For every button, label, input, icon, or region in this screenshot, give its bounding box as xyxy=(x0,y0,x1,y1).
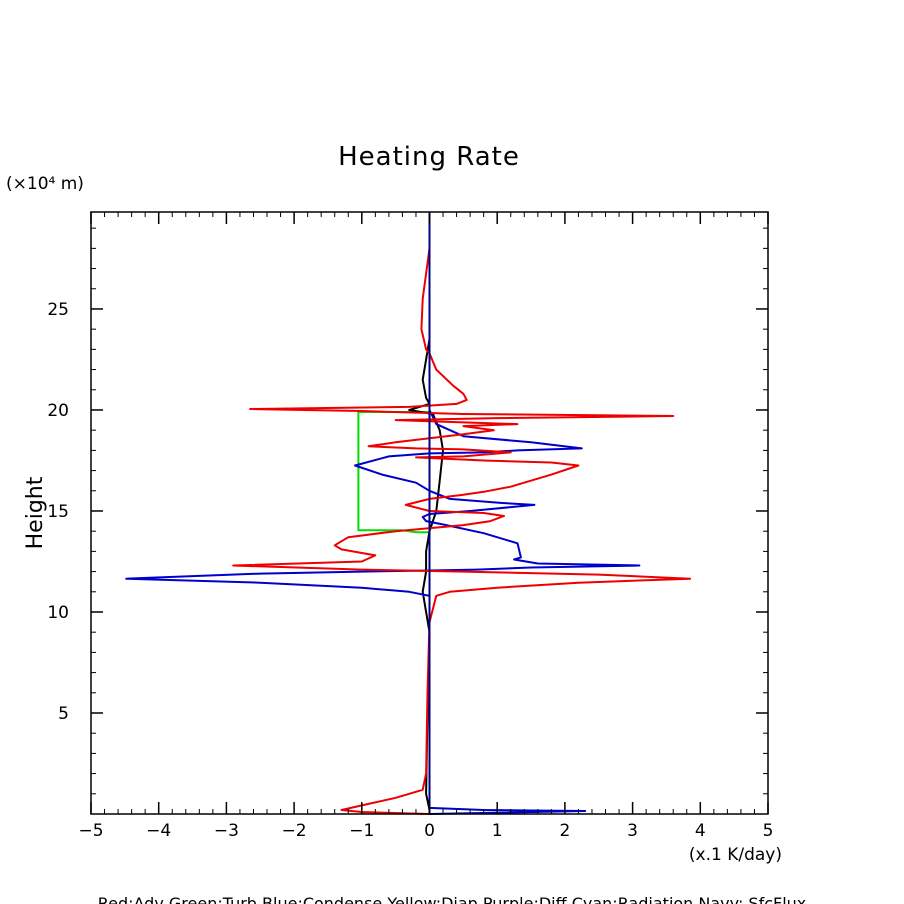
x-tick-label: −4 xyxy=(146,821,171,841)
y-tick-label: 25 xyxy=(47,300,69,320)
x-tick-label: 4 xyxy=(695,821,706,841)
series-line-2 xyxy=(125,212,641,815)
y-unit-label: (×10⁴ m) xyxy=(6,174,84,194)
ticks-layer: −5 −4 −3 −2 −1 0 1 2 3 4 5 5 10 15 20 25 xyxy=(47,212,773,841)
series-layer xyxy=(125,212,692,815)
x-unit-label: (x.1 K/day) xyxy=(689,845,782,865)
plot-frame xyxy=(90,211,769,815)
legend-text: Red:Adv Green:Turb Blue:Condense Yellow:… xyxy=(98,894,807,904)
x-tick-label: 5 xyxy=(763,821,774,841)
x-tick-label: 2 xyxy=(559,821,570,841)
series-line-3 xyxy=(232,212,692,815)
x-tick-label: −1 xyxy=(349,821,374,841)
x-tick-label: −3 xyxy=(214,821,239,841)
x-tick-label: −2 xyxy=(282,821,307,841)
x-tick-label: 1 xyxy=(492,821,503,841)
y-tick-label: 10 xyxy=(47,603,69,623)
chart-title: Heating Rate xyxy=(338,142,520,172)
y-tick-label: 5 xyxy=(58,704,69,724)
y-tick-label: 15 xyxy=(47,502,69,522)
x-tick-label: 0 xyxy=(424,821,435,841)
y-axis-label: Height xyxy=(23,476,48,549)
x-tick-label: 3 xyxy=(627,821,638,841)
y-tick-label: 20 xyxy=(47,401,69,421)
x-tick-label: −5 xyxy=(78,821,103,841)
series-line-0 xyxy=(357,405,431,534)
